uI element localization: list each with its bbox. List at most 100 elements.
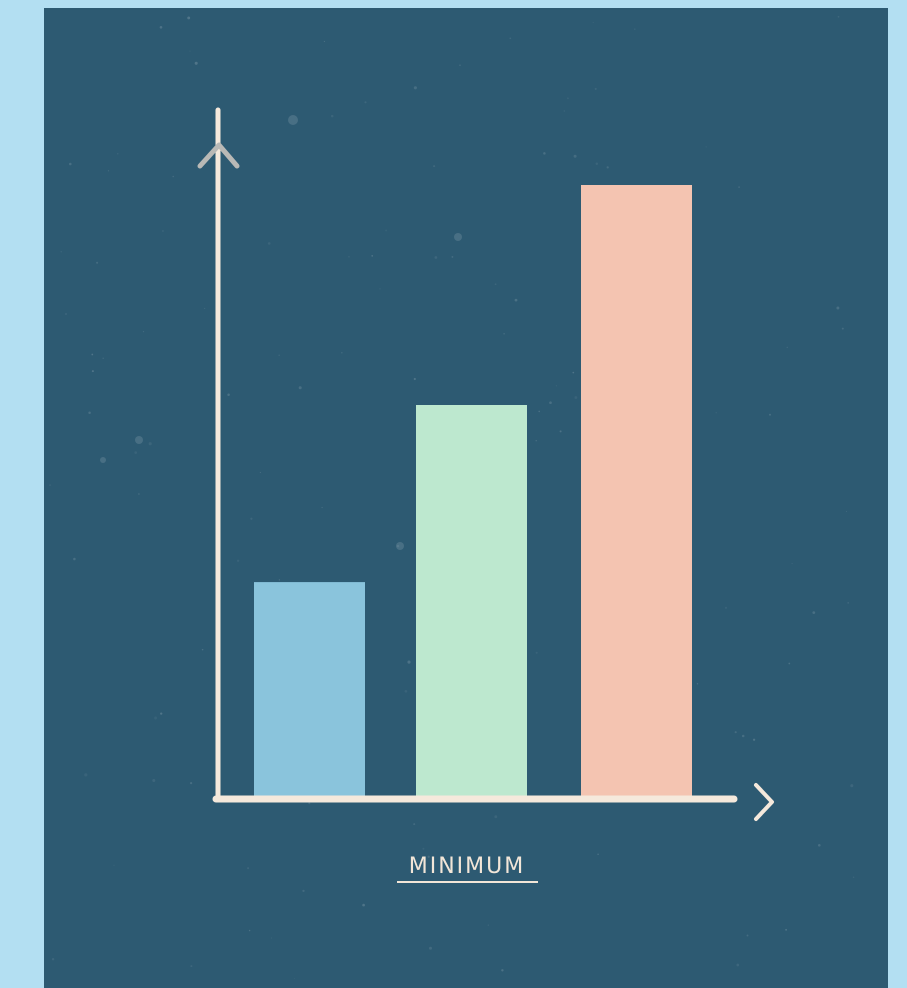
speckle-dot xyxy=(836,306,840,310)
speckle-dot xyxy=(160,712,163,715)
speckle-dot xyxy=(107,170,110,172)
speckle-dot xyxy=(172,175,174,178)
speckle-dot xyxy=(433,165,436,168)
speckle-dot xyxy=(161,230,164,232)
speckle-dot xyxy=(459,64,461,67)
starfield-texture xyxy=(49,15,855,980)
speckle-dot xyxy=(786,346,789,349)
speckle-dot xyxy=(227,393,230,397)
speckle-dot xyxy=(117,153,119,155)
speckle-dot xyxy=(738,186,740,188)
speckle-dot xyxy=(187,16,191,20)
speckle-dot xyxy=(407,660,411,664)
speckle-dot xyxy=(250,517,253,520)
speckle-dot xyxy=(201,648,204,651)
speckle-dot xyxy=(841,327,844,330)
y-axis-arrow-icon xyxy=(197,142,240,169)
speckle-dot xyxy=(362,903,365,907)
speckle-dot xyxy=(404,689,408,693)
speckle-dot xyxy=(190,965,193,968)
speckle-dot xyxy=(594,87,597,90)
speckle-dot xyxy=(850,784,854,788)
speckle-dot xyxy=(247,867,250,870)
speckle-dot xyxy=(51,958,55,961)
speckle-dot xyxy=(572,371,575,374)
speckle-dot xyxy=(734,731,737,734)
speckle-dot xyxy=(142,330,145,333)
speckle-dot xyxy=(189,50,191,52)
speckle-dot xyxy=(705,146,707,148)
bar-1 xyxy=(254,582,365,796)
speckle-dot xyxy=(204,307,206,309)
speckle-dot xyxy=(574,396,578,399)
speckle-dot xyxy=(555,385,558,387)
speckle-dot xyxy=(323,40,325,43)
speckle-dot xyxy=(788,662,791,665)
speckle-dot xyxy=(91,353,94,356)
speckle-dot xyxy=(422,847,425,850)
speckle-dot xyxy=(135,436,143,444)
x-axis-label: MINIMUM xyxy=(409,854,525,879)
speckle-dot xyxy=(302,889,305,893)
speckle-dot xyxy=(134,451,138,454)
speckle-dot xyxy=(91,370,94,373)
speckle-dot xyxy=(501,969,504,972)
speckle-dot xyxy=(549,401,552,405)
speckle-dot xyxy=(288,115,298,125)
speckle-dot xyxy=(113,864,115,866)
speckle-dot xyxy=(715,412,717,414)
speckle-dot xyxy=(563,110,565,112)
speckle-dot xyxy=(724,606,728,609)
speckle-dot xyxy=(298,386,302,390)
speckle-dot xyxy=(736,963,740,967)
speckle-dot xyxy=(371,255,374,257)
speckle-dot xyxy=(535,440,537,442)
speckle-dot xyxy=(102,357,104,359)
speckle-dot xyxy=(752,738,756,741)
speckle-dot xyxy=(148,442,152,446)
speckle-dot xyxy=(152,779,156,782)
speckle-dot xyxy=(606,166,609,169)
speckle-dot xyxy=(194,61,198,65)
bars-group xyxy=(254,185,692,796)
speckle-dot xyxy=(535,651,538,654)
speckle-dot xyxy=(514,298,518,302)
speckle-dot xyxy=(189,781,193,785)
speckle-dot xyxy=(769,413,771,416)
speckle-dot xyxy=(503,333,505,335)
speckle-dot xyxy=(413,377,416,381)
speckle-dot xyxy=(278,579,281,581)
speckle-dot xyxy=(137,493,140,495)
speckle-dot xyxy=(270,937,272,939)
speckle-dot xyxy=(248,929,251,932)
speckle-dot xyxy=(308,802,311,805)
speckle-dot xyxy=(746,934,749,937)
speckle-dot xyxy=(100,457,106,463)
speckle-dot xyxy=(634,28,636,30)
speckle-dot xyxy=(49,484,52,487)
speckle-dot xyxy=(236,559,240,562)
speckle-dot xyxy=(487,924,489,926)
speckle-dot xyxy=(159,25,163,29)
speckle-dot xyxy=(96,261,99,264)
speckle-dot xyxy=(413,823,416,826)
speckle-dot xyxy=(259,471,261,474)
speckle-dot xyxy=(696,683,699,685)
speckle-dot xyxy=(434,256,438,259)
speckle-dot xyxy=(73,557,76,561)
speckle-dot xyxy=(84,773,88,777)
speckle-dot xyxy=(543,152,546,155)
speckle-dot xyxy=(785,928,788,931)
speckle-dot xyxy=(385,229,388,232)
speckle-dot xyxy=(837,15,840,18)
speckle-dot xyxy=(396,542,404,550)
speckle-dot xyxy=(413,86,417,90)
speckle-dot xyxy=(348,256,350,258)
speckle-dot xyxy=(330,114,334,118)
speckle-dot xyxy=(538,410,541,413)
speckle-dot xyxy=(451,255,454,258)
speckle-dot xyxy=(494,283,497,286)
speckle-dot xyxy=(427,855,430,858)
